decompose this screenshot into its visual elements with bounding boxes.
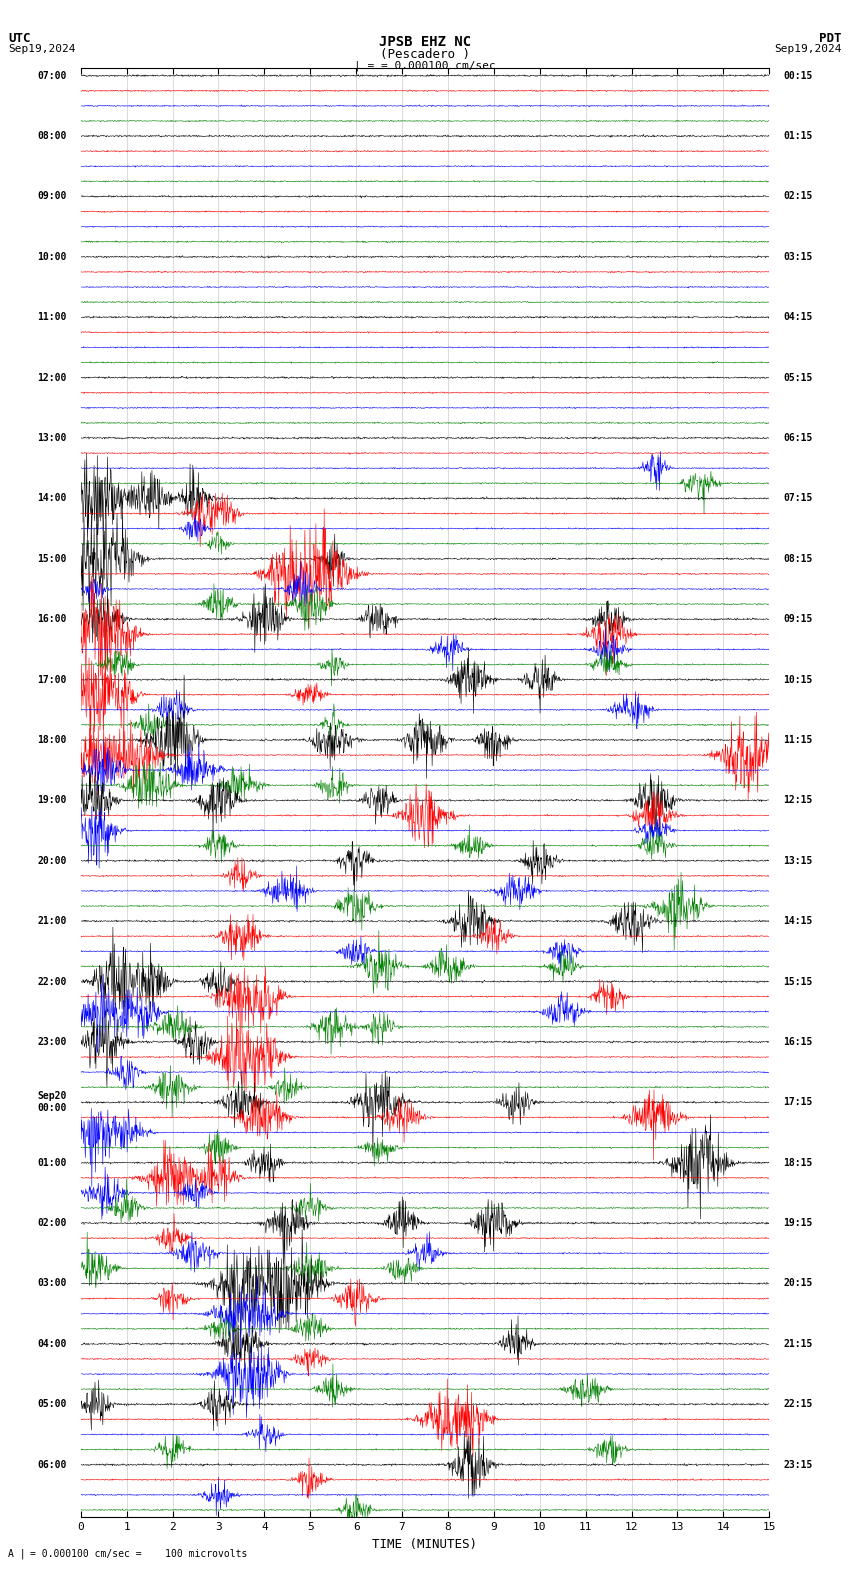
- Text: 09:15: 09:15: [783, 615, 813, 624]
- Text: 02:15: 02:15: [783, 192, 813, 201]
- Text: 11:00: 11:00: [37, 312, 67, 322]
- Text: 17:15: 17:15: [783, 1098, 813, 1107]
- Text: 23:00: 23:00: [37, 1038, 67, 1047]
- Text: = 0.000100 cm/sec =    100 microvolts: = 0.000100 cm/sec = 100 microvolts: [30, 1549, 247, 1559]
- Text: 08:00: 08:00: [37, 131, 67, 141]
- Text: 01:00: 01:00: [37, 1158, 67, 1167]
- Text: 07:15: 07:15: [783, 493, 813, 504]
- Text: 22:15: 22:15: [783, 1399, 813, 1410]
- Text: 14:00: 14:00: [37, 493, 67, 504]
- Text: 06:00: 06:00: [37, 1459, 67, 1470]
- Text: 04:15: 04:15: [783, 312, 813, 322]
- Text: 08:15: 08:15: [783, 554, 813, 564]
- Text: 10:00: 10:00: [37, 252, 67, 261]
- Text: 13:15: 13:15: [783, 855, 813, 866]
- Text: 11:15: 11:15: [783, 735, 813, 744]
- Text: 20:15: 20:15: [783, 1278, 813, 1288]
- Text: A |: A |: [8, 1548, 26, 1559]
- Text: 03:15: 03:15: [783, 252, 813, 261]
- Text: 18:00: 18:00: [37, 735, 67, 744]
- Text: 06:15: 06:15: [783, 432, 813, 444]
- Text: 16:00: 16:00: [37, 615, 67, 624]
- Text: 15:15: 15:15: [783, 976, 813, 987]
- Text: 21:00: 21:00: [37, 916, 67, 927]
- X-axis label: TIME (MINUTES): TIME (MINUTES): [372, 1538, 478, 1551]
- Text: 17:00: 17:00: [37, 675, 67, 684]
- Text: 13:00: 13:00: [37, 432, 67, 444]
- Text: 19:15: 19:15: [783, 1218, 813, 1228]
- Text: 00:15: 00:15: [783, 71, 813, 81]
- Text: 05:00: 05:00: [37, 1399, 67, 1410]
- Text: Sep19,2024: Sep19,2024: [774, 44, 842, 54]
- Text: 09:00: 09:00: [37, 192, 67, 201]
- Text: 04:00: 04:00: [37, 1338, 67, 1350]
- Text: 18:15: 18:15: [783, 1158, 813, 1167]
- Text: 15:00: 15:00: [37, 554, 67, 564]
- Text: 14:15: 14:15: [783, 916, 813, 927]
- Text: 21:15: 21:15: [783, 1338, 813, 1350]
- Text: Sep20
00:00: Sep20 00:00: [37, 1091, 67, 1114]
- Text: 19:00: 19:00: [37, 795, 67, 805]
- Text: 22:00: 22:00: [37, 976, 67, 987]
- Text: | = = 0.000100 cm/sec: | = = 0.000100 cm/sec: [354, 60, 496, 71]
- Text: 01:15: 01:15: [783, 131, 813, 141]
- Text: UTC: UTC: [8, 32, 31, 44]
- Text: 20:00: 20:00: [37, 855, 67, 866]
- Text: 10:15: 10:15: [783, 675, 813, 684]
- Text: 16:15: 16:15: [783, 1038, 813, 1047]
- Text: 07:00: 07:00: [37, 71, 67, 81]
- Text: (Pescadero ): (Pescadero ): [380, 48, 470, 60]
- Text: 03:00: 03:00: [37, 1278, 67, 1288]
- Text: 12:15: 12:15: [783, 795, 813, 805]
- Text: 02:00: 02:00: [37, 1218, 67, 1228]
- Text: 12:00: 12:00: [37, 372, 67, 383]
- Text: 05:15: 05:15: [783, 372, 813, 383]
- Text: JPSB EHZ NC: JPSB EHZ NC: [379, 35, 471, 49]
- Text: 23:15: 23:15: [783, 1459, 813, 1470]
- Text: PDT: PDT: [819, 32, 842, 44]
- Text: Sep19,2024: Sep19,2024: [8, 44, 76, 54]
